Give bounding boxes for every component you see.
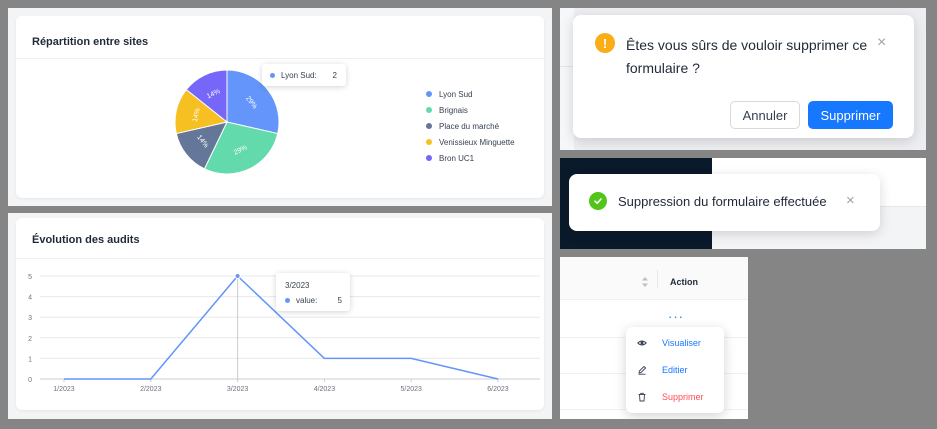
column-divider	[657, 270, 658, 288]
legend-label: Place du marché	[439, 121, 500, 131]
y-tick-label: 5	[28, 274, 32, 281]
check-circle-icon	[589, 192, 607, 210]
pie-tooltip-label: Lyon Sud:	[281, 71, 317, 80]
line-panel: Évolution des audits 0 1 2 3 4 5 1/2023 2/2023 3…	[8, 213, 552, 419]
menu-item-label: Supprimer	[662, 392, 704, 402]
header-divider	[560, 299, 748, 300]
x-tick-label: 1/2023	[53, 386, 75, 393]
pie-slice[interactable]	[226, 69, 280, 135]
table-header	[560, 257, 748, 299]
toast-panel: Suppression du formulaire effectuée ×	[560, 158, 926, 249]
trash-icon	[638, 392, 646, 402]
success-toast: Suppression du formulaire effectuée ×	[569, 174, 880, 231]
tooltip-dot	[270, 73, 275, 78]
confirm-message: Êtes vous sûrs de vouloir supprimer ce f…	[626, 34, 867, 80]
background-table	[560, 8, 574, 150]
line-tooltip-label: value:	[296, 296, 318, 305]
legend-dot	[426, 123, 432, 129]
data-point[interactable]	[234, 273, 241, 279]
pie-tooltip: Lyon Sud: 2	[262, 64, 346, 86]
row-divider	[560, 66, 574, 67]
x-tick-label: 3/2023	[227, 386, 249, 393]
eye-icon	[637, 340, 647, 346]
menu-item-label: Editier	[662, 365, 688, 375]
legend-label: Lyon Sud	[439, 89, 473, 99]
confirm-message-line2: formulaire ?	[626, 60, 700, 76]
pie-slice[interactable]	[185, 69, 228, 124]
card-divider	[16, 258, 544, 259]
action-column-header: Action	[670, 277, 698, 287]
y-tick-label: 2	[28, 336, 32, 343]
y-tick-label: 0	[28, 377, 32, 384]
line-card: Évolution des audits	[16, 218, 544, 410]
cancel-button[interactable]: Annuler	[730, 101, 800, 129]
line-tooltip: 3/2023 value: 5	[276, 273, 350, 311]
edit-icon	[638, 365, 647, 375]
actions-dropdown: Visualiser Editier Supprimer	[626, 327, 724, 413]
pie-slice-label: 14%	[192, 108, 202, 123]
menu-item-label: Visualiser	[662, 338, 701, 348]
y-tick-label: 4	[28, 295, 32, 302]
pie-panel: Répartition entre sites 29% 29% 14% 14% 14% …	[8, 8, 552, 206]
series-line	[64, 275, 499, 380]
pie-card: Répartition entre sites	[16, 16, 544, 198]
close-icon[interactable]: ×	[877, 34, 887, 51]
legend-dot	[426, 91, 432, 97]
legend-item[interactable]: Bron UC1	[426, 150, 515, 166]
tooltip-dot	[285, 298, 290, 303]
line-tooltip-title: 3/2023	[285, 281, 310, 290]
warning-icon: !	[595, 33, 615, 53]
legend-item[interactable]: Place du marché	[426, 118, 515, 134]
sort-icon[interactable]	[641, 276, 649, 288]
menu-item-supprimer[interactable]: Supprimer	[626, 383, 724, 411]
legend-item[interactable]: Brignais	[426, 102, 515, 118]
y-tick-label: 1	[28, 356, 32, 363]
x-tick-label: 6/2023	[487, 386, 509, 393]
confirm-dialog: ! Êtes vous sûrs de vouloir supprimer ce…	[573, 15, 914, 138]
legend-dot	[426, 107, 432, 113]
line-chart: 0 1 2 3 4 5 1/2023 2/2023 3/2023 4/2023 5/2023 6/20…	[28, 273, 540, 393]
table-panel: Action ··· Visualiser Editier Supp	[560, 257, 748, 419]
pie-slice[interactable]	[203, 121, 279, 175]
pie-chart: 29%29%14%14%14%	[174, 69, 280, 175]
x-tick-label: 4/2023	[314, 386, 336, 393]
x-tick-label: 5/2023	[400, 386, 422, 393]
confirm-delete-button[interactable]: Supprimer	[808, 101, 893, 129]
confirm-panel: ! Êtes vous sûrs de vouloir supprimer ce…	[560, 8, 926, 150]
legend-label: Bron UC1	[439, 153, 475, 163]
menu-item-editier[interactable]: Editier	[626, 356, 724, 384]
legend-label: Venissieux Minguette	[439, 137, 515, 147]
pie-tooltip-value: 2	[332, 71, 337, 80]
menu-item-visualiser[interactable]: Visualiser	[626, 329, 724, 357]
legend-label: Brignais	[439, 105, 468, 115]
close-icon[interactable]: ×	[846, 192, 855, 209]
legend-item[interactable]: Lyon Sud	[426, 86, 515, 102]
legend-item[interactable]: Venissieux Minguette	[426, 134, 515, 150]
legend-dot	[426, 139, 432, 145]
card-divider	[16, 58, 544, 59]
x-tick-label: 2/2023	[140, 386, 162, 393]
toast-message: Suppression du formulaire effectuée	[618, 194, 827, 209]
pie-card-title: Répartition entre sites	[32, 36, 149, 48]
line-card-title: Évolution des audits	[32, 234, 140, 246]
pie-legend: Lyon Sud Brignais Place du marché Venissieu…	[426, 86, 515, 166]
legend-dot	[426, 155, 432, 161]
y-tick-label: 3	[28, 315, 32, 322]
line-tooltip-value: 5	[337, 296, 342, 305]
confirm-message-line1: Êtes vous sûrs de vouloir supprimer ce	[626, 37, 868, 53]
more-actions-button[interactable]: ···	[668, 309, 684, 324]
